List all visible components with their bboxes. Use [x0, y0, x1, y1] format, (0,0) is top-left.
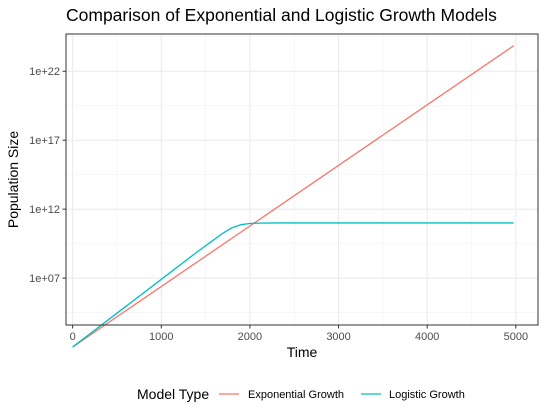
minor-gridlines [66, 34, 538, 325]
chart-title: Comparison of Exponential and Logistic G… [66, 5, 497, 25]
legend: Model Type Exponential Growth Logistic G… [137, 386, 465, 402]
y-axis-ticks: 1e+07 1e+12 1e+17 1e+22 [29, 66, 66, 285]
legend-label-exponential: Exponential Growth [248, 389, 344, 401]
legend-title: Model Type [137, 386, 209, 402]
y-axis-title: Population Size [5, 131, 21, 229]
series-line-logistic [72, 222, 514, 348]
legend-label-logistic: Logistic Growth [389, 389, 465, 401]
series-line-exponential [72, 45, 514, 348]
y-tick-label: 1e+07 [29, 273, 60, 285]
plot-border [65, 33, 539, 326]
y-tick-label: 1e+17 [29, 135, 60, 147]
x-tick-label: 0 [70, 331, 76, 343]
x-axis-title: Time [287, 344, 318, 360]
y-tick-label: 1e+22 [29, 66, 60, 78]
x-axis-ticks: 0 1000 2000 3000 4000 5000 [70, 325, 528, 343]
y-tick-label: 1e+12 [29, 204, 60, 216]
x-tick-label: 4000 [415, 331, 439, 343]
series-layer [72, 45, 514, 348]
x-tick-label: 2000 [238, 331, 262, 343]
x-tick-label: 5000 [504, 331, 528, 343]
major-gridlines [66, 34, 538, 325]
x-tick-label: 1000 [149, 331, 173, 343]
x-tick-label: 3000 [326, 331, 350, 343]
